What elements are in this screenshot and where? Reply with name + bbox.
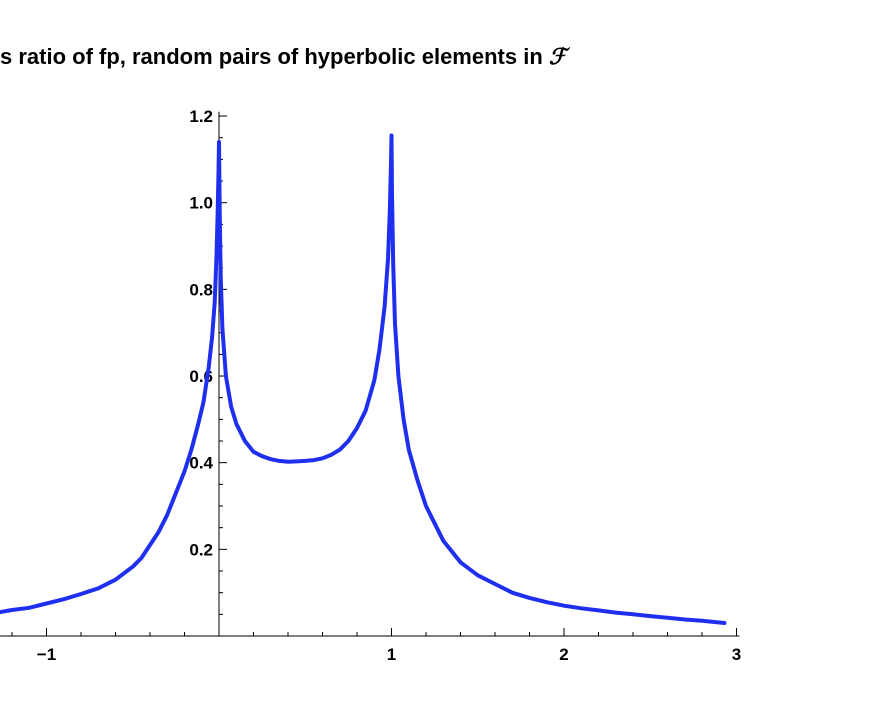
x-tick-label: 3 xyxy=(732,645,741,664)
axes xyxy=(0,111,740,637)
series-group xyxy=(0,133,727,625)
y-tick-label: 1.0 xyxy=(189,194,213,213)
y-tick-label: 1.2 xyxy=(189,107,213,126)
x-tick-label: −1 xyxy=(37,645,56,664)
tick-labels: −1 1 2 30.20.40.60.81.01.2 xyxy=(37,107,741,664)
y-tick-label: 0.2 xyxy=(189,540,213,559)
x-tick-label: 1 xyxy=(387,645,396,664)
x-tick-label: 2 xyxy=(559,645,568,664)
y-tick-label: 0.8 xyxy=(189,280,213,299)
chart-title-symbol: ℱ xyxy=(548,44,567,70)
series-line xyxy=(0,133,727,625)
chart-title-text: s ratio of fp, random pairs of hyperboli… xyxy=(0,44,543,69)
ticks xyxy=(11,115,737,636)
chart-title: s ratio of fp, random pairs of hyperboli… xyxy=(0,44,566,70)
y-tick-label: 0.4 xyxy=(189,454,213,473)
